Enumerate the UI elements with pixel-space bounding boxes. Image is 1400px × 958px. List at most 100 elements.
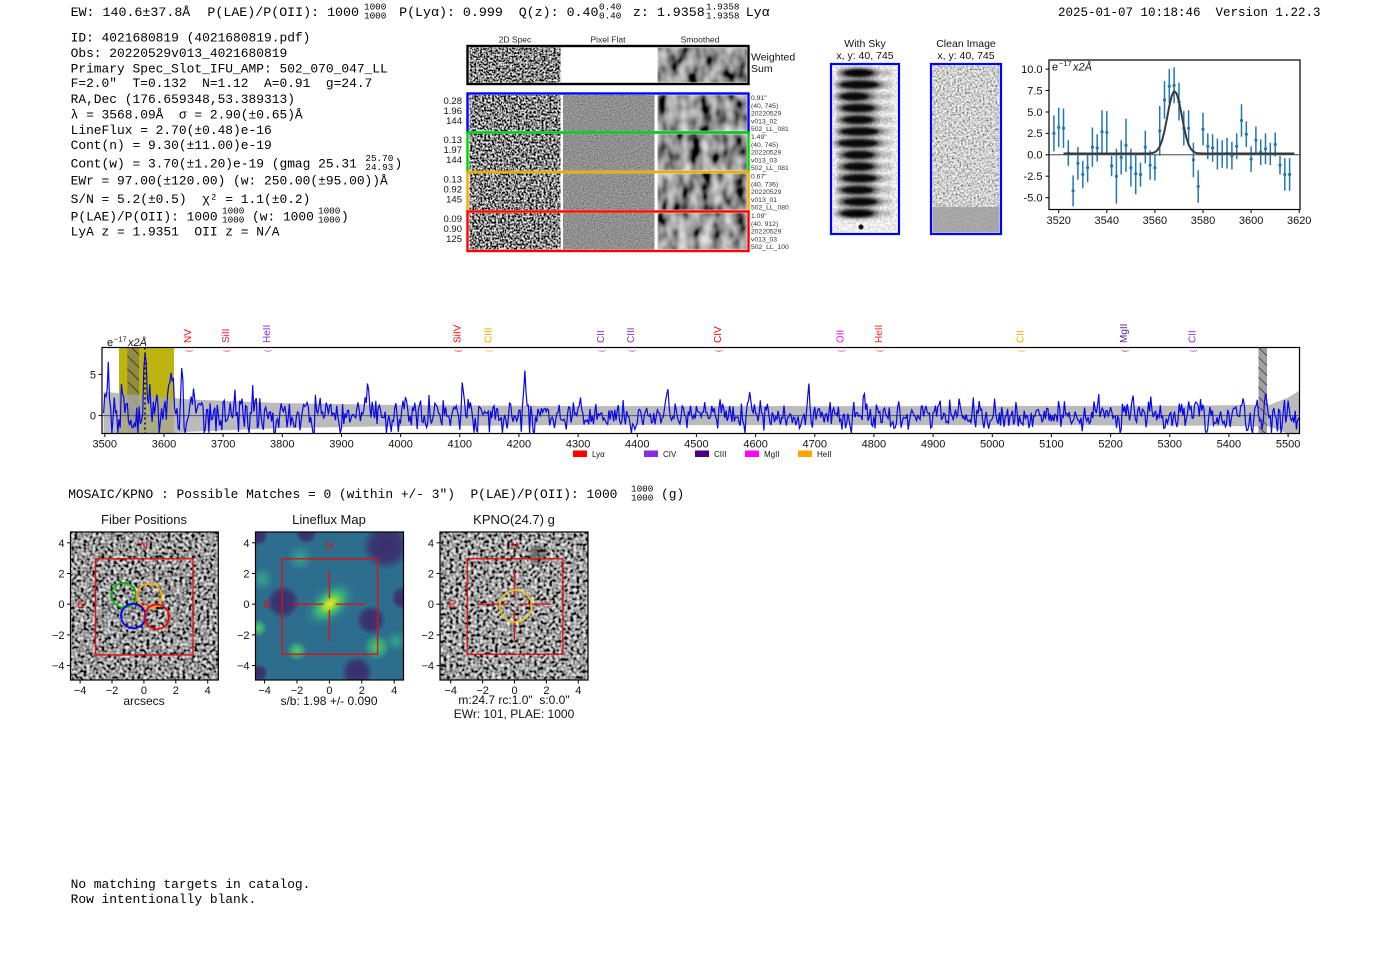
- svg-text:0: 0: [511, 685, 517, 697]
- svg-text:3540: 3540: [1095, 215, 1119, 227]
- svg-text:RA,Dec (176.659348,53.389313): RA,Dec (176.659348,53.389313): [71, 92, 295, 107]
- svg-text:2: 2: [428, 569, 434, 581]
- svg-text:0.13: 0.13: [444, 135, 463, 146]
- svg-text:0: 0: [141, 685, 147, 697]
- svg-text:−17: −17: [1059, 59, 1072, 68]
- svg-text:{: {: [186, 349, 193, 352]
- svg-text:v013_01: v013_01: [751, 197, 777, 204]
- svg-text:0.90: 0.90: [444, 224, 463, 235]
- svg-text:5000: 5000: [980, 439, 1004, 451]
- svg-text:3600: 3600: [152, 439, 176, 451]
- svg-text:SiIV: SiIV: [453, 324, 464, 343]
- svg-text:Lyα: Lyα: [746, 5, 770, 20]
- svg-text:HeII: HeII: [874, 325, 885, 343]
- svg-text:-2.5: -2.5: [1024, 171, 1043, 183]
- svg-text:2: 2: [173, 685, 179, 697]
- svg-text:125: 125: [446, 234, 462, 245]
- svg-text:502_LL_080: 502_LL_080: [751, 205, 789, 212]
- svg-text:20220529: 20220529: [751, 189, 781, 196]
- svg-text:λ = 3568.09Å σ = 2.90(±0.65)Å: λ = 3568.09Å σ = 2.90(±0.65)Å: [71, 108, 303, 123]
- svg-text:3520: 3520: [1046, 215, 1070, 227]
- svg-text:2: 2: [543, 685, 549, 697]
- svg-text:CIV: CIV: [663, 450, 677, 459]
- svg-text:4300: 4300: [566, 439, 590, 451]
- svg-text:4900: 4900: [921, 439, 945, 451]
- svg-text:3600: 3600: [1239, 215, 1263, 227]
- svg-text:Pixel Flat: Pixel Flat: [591, 35, 627, 45]
- svg-text:No matching targets in catalog: No matching targets in catalog.: [71, 877, 311, 892]
- svg-text:2: 2: [359, 685, 365, 697]
- svg-text:v013_03: v013_03: [751, 236, 777, 243]
- svg-text:1000: 1000: [222, 206, 244, 217]
- svg-text:1000: 1000: [364, 1, 386, 12]
- svg-text:E: E: [77, 599, 84, 611]
- svg-text:N: N: [511, 540, 519, 552]
- svg-text:0.09: 0.09: [444, 214, 463, 225]
- svg-text:4600: 4600: [743, 439, 767, 451]
- svg-text:2025-01-07 10:18:46 Version 1: 2025-01-07 10:18:46 Version 1.22.3: [1058, 6, 1321, 20]
- svg-text:HeII: HeII: [262, 325, 273, 343]
- svg-text:Primary Spec_Slot_IFU_AMP: 502: Primary Spec_Slot_IFU_AMP: 502_070_047_L…: [71, 61, 388, 76]
- svg-text:N: N: [140, 540, 148, 552]
- svg-text:−4: −4: [74, 685, 87, 697]
- svg-text:3700: 3700: [211, 439, 235, 451]
- svg-text:Q(z): 0.40: Q(z): 0.40: [519, 5, 599, 20]
- svg-text:N: N: [325, 540, 333, 552]
- svg-text:4: 4: [428, 538, 434, 550]
- svg-text:(40, 912): (40, 912): [751, 221, 778, 228]
- svg-text:1.97: 1.97: [444, 145, 463, 156]
- svg-text:−2: −2: [106, 685, 119, 697]
- svg-text:LineFlux = 2.70(±0.48)e-16: LineFlux = 2.70(±0.48)e-16: [71, 123, 272, 138]
- svg-text:EWr = 97.00(±120.00) (w: 250.0: EWr = 97.00(±120.00) (w: 250.00(±95.00))…: [71, 173, 388, 188]
- svg-text:-5.0: -5.0: [1024, 193, 1043, 205]
- svg-text:Weighted: Weighted: [751, 52, 795, 64]
- svg-text:−17: −17: [114, 335, 127, 344]
- svg-text:502_LL_100: 502_LL_100: [751, 244, 789, 251]
- svg-text:−4: −4: [258, 685, 271, 697]
- svg-text:4700: 4700: [803, 439, 827, 451]
- svg-text:0.28: 0.28: [444, 96, 463, 107]
- svg-text:−2: −2: [476, 685, 489, 697]
- svg-text:0.0: 0.0: [1027, 150, 1042, 162]
- svg-text:4: 4: [205, 685, 211, 697]
- svg-text:3620: 3620: [1287, 215, 1311, 227]
- svg-text:v013_03: v013_03: [751, 157, 777, 164]
- svg-text:SiII: SiII: [221, 329, 232, 343]
- svg-text:EW: 140.6±37.8Å: EW: 140.6±37.8Å: [71, 5, 191, 20]
- svg-text:1000: 1000: [318, 206, 340, 217]
- svg-text:): ): [341, 209, 349, 224]
- svg-text:E: E: [448, 599, 455, 611]
- svg-text:m:24.7 rc:1.0" s:0.0": m:24.7 rc:1.0" s:0.0": [458, 693, 569, 707]
- svg-text:ID: 4021680819 (4021680819.pdf: ID: 4021680819 (4021680819.pdf): [71, 31, 311, 46]
- svg-text:5200: 5200: [1098, 439, 1122, 451]
- svg-text:5400: 5400: [1217, 439, 1241, 451]
- svg-text:{: {: [1122, 349, 1129, 352]
- svg-text:(40, 736): (40, 736): [751, 181, 778, 188]
- svg-text:z: 1.9358: z: 1.9358: [633, 5, 705, 20]
- svg-text:{: {: [1018, 349, 1025, 352]
- svg-text:0.40: 0.40: [599, 10, 621, 21]
- svg-text:Lineflux Map: Lineflux Map: [292, 512, 366, 527]
- svg-text:Row intentionally blank.: Row intentionally blank.: [71, 892, 257, 907]
- svg-text:0: 0: [58, 599, 64, 611]
- svg-text:S/N = 5.2(±0.5) χ² = 1.1(±0.2: S/N = 5.2(±0.5) χ² = 1.1(±0.2): [71, 192, 311, 207]
- svg-text:P(LAE)/P(OII): 1000: P(LAE)/P(OII): 1000: [71, 209, 218, 224]
- svg-text:−4: −4: [237, 661, 250, 673]
- svg-text:Sum: Sum: [751, 63, 773, 75]
- svg-text:144: 144: [446, 155, 462, 166]
- svg-text:x, y: 40, 745: x, y: 40, 745: [937, 50, 994, 62]
- svg-text:Clean Image: Clean Image: [936, 38, 996, 50]
- svg-text:1000: 1000: [222, 215, 244, 226]
- svg-text:): ): [395, 157, 403, 172]
- svg-text:24.93: 24.93: [365, 162, 393, 173]
- svg-text:{: {: [716, 349, 723, 352]
- svg-text:(w: 1000: (w: 1000: [252, 209, 314, 224]
- svg-text:CII: CII: [1015, 330, 1026, 343]
- svg-text:5300: 5300: [1158, 439, 1182, 451]
- svg-text:{: {: [224, 349, 231, 352]
- svg-text:2.5: 2.5: [1027, 128, 1042, 140]
- svg-text:0.40: 0.40: [599, 1, 621, 12]
- svg-text:(40, 745): (40, 745): [751, 142, 778, 149]
- svg-text:MgII: MgII: [764, 450, 780, 459]
- svg-text:Fiber Positions: Fiber Positions: [101, 512, 187, 527]
